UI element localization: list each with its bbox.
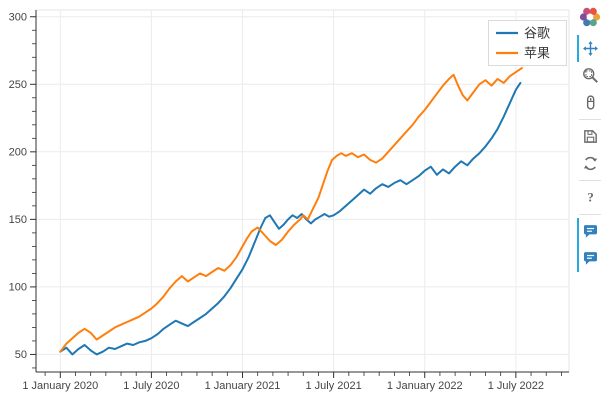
hover-icon xyxy=(583,225,597,238)
svg-text:?: ? xyxy=(587,190,593,204)
box-zoom-tool-button[interactable] xyxy=(577,62,601,89)
y-tick-label: 200 xyxy=(9,146,27,158)
legend-item: 苹果 xyxy=(496,46,550,61)
hover-icon xyxy=(583,252,597,265)
hover-2-tool-button[interactable] xyxy=(577,245,601,272)
save-icon xyxy=(583,130,597,143)
x-tick-label: 1 July 2020 xyxy=(123,380,179,392)
toolbar-divider xyxy=(579,119,601,120)
pan-icon xyxy=(582,41,598,56)
x-tick-label: 1 January 2021 xyxy=(205,380,281,392)
y-tick-label: 50 xyxy=(15,349,27,361)
y-tick-label: 300 xyxy=(9,11,27,23)
x-tick-label: 1 July 2021 xyxy=(305,380,361,392)
y-tick-label: 250 xyxy=(9,79,27,91)
help-tool-button[interactable]: ? xyxy=(577,184,601,211)
x-tick-label: 1 January 2022 xyxy=(387,380,463,392)
legend-label: 苹果 xyxy=(524,46,550,61)
bokeh-logo-icon xyxy=(579,7,601,27)
hover-1-tool-button[interactable] xyxy=(577,218,601,245)
wheel-zoom-icon xyxy=(586,95,594,110)
wheel-zoom-tool-button[interactable] xyxy=(577,89,601,116)
bokeh-toolbar: ? xyxy=(575,5,605,272)
pan-tool-button[interactable] xyxy=(577,35,601,62)
legend-box xyxy=(488,20,567,66)
bokeh-logo[interactable] xyxy=(578,5,602,29)
series-1-line xyxy=(59,67,523,353)
reset-icon xyxy=(583,156,597,171)
y-tick-label: 150 xyxy=(9,214,27,226)
legend-label: 谷歌 xyxy=(524,26,550,41)
x-tick-label: 1 July 2022 xyxy=(488,380,544,392)
toolbar-divider xyxy=(579,214,601,215)
reset-tool-button[interactable] xyxy=(577,150,601,177)
save-tool-button[interactable] xyxy=(577,123,601,150)
toolbar-divider xyxy=(579,180,601,181)
help-icon: ? xyxy=(587,190,593,204)
box-zoom-icon xyxy=(582,68,598,83)
x-tick-label: 1 January 2020 xyxy=(22,380,98,392)
series-0-line xyxy=(59,81,522,356)
plot-canvas[interactable]: 50 100 150 200 250 300 1 January 2020 1 July 20… xyxy=(0,0,575,412)
y-tick-label: 100 xyxy=(9,281,27,293)
legend-item: 谷歌 xyxy=(496,26,550,41)
